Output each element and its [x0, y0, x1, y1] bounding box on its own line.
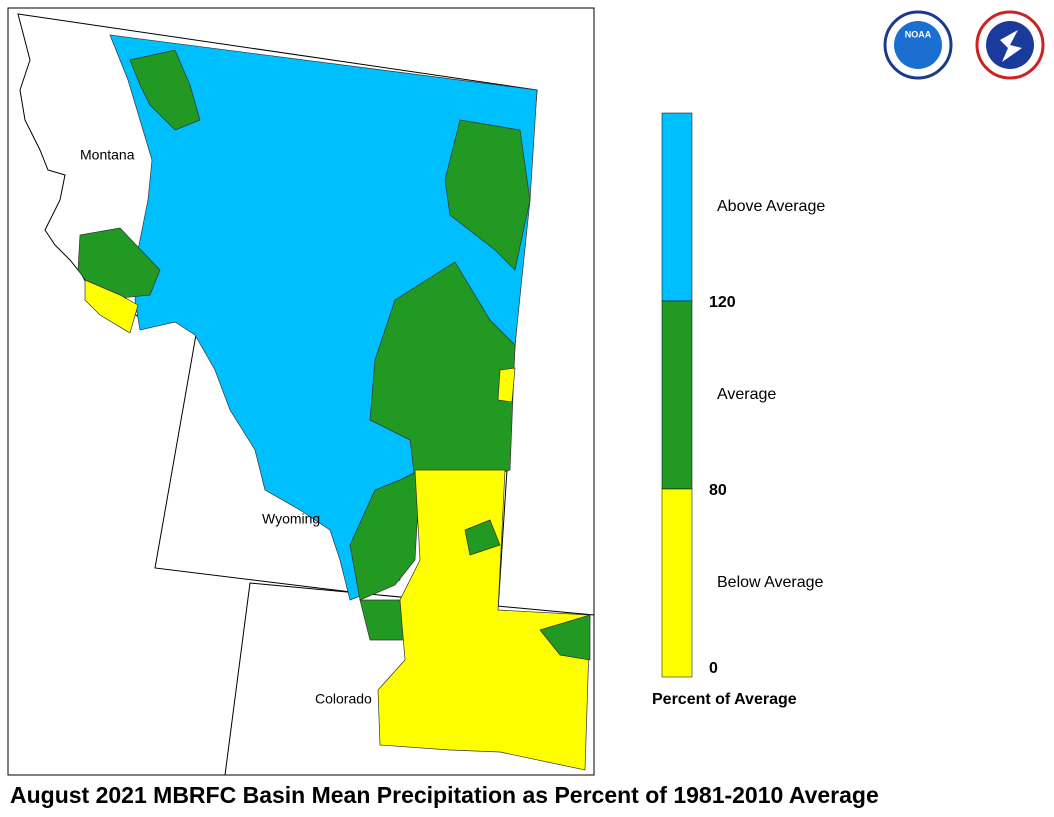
legend-label: Average — [717, 386, 776, 403]
basin-below — [377, 469, 591, 771]
legend-tick: 80 — [709, 482, 727, 499]
legend-swatch — [661, 112, 693, 302]
logo-bolt — [1000, 30, 1022, 62]
state-label: Wyoming — [262, 511, 320, 527]
legend-label: Above Average — [717, 198, 825, 215]
basin-average — [129, 49, 201, 131]
state-label: Colorado — [315, 691, 372, 707]
logo-disc — [894, 21, 942, 69]
legend-label: Below Average — [717, 574, 824, 591]
basin-average — [464, 519, 501, 556]
noaa-logo: NOAA — [883, 10, 953, 80]
legend-swatch — [661, 488, 693, 678]
legend-tick: 0 — [709, 660, 718, 677]
state-label: Montana — [80, 147, 135, 163]
basin-below — [84, 279, 139, 334]
legend-tick: 120 — [709, 294, 736, 311]
legend-swatch — [661, 300, 693, 490]
basin-average — [77, 227, 161, 301]
legend: Percent of Average Above Average Average B… — [652, 112, 825, 708]
logo-text: NOAA — [905, 29, 932, 39]
legend-title: Percent of Average — [652, 691, 797, 708]
page-title: August 2021 MBRFC Basin Mean Precipitati… — [10, 782, 879, 808]
nws-logo — [975, 10, 1045, 80]
basin-average — [539, 614, 591, 661]
basin-average — [444, 119, 531, 271]
map: Montana Wyoming Colorado — [7, 7, 595, 776]
basin-below — [497, 367, 516, 403]
